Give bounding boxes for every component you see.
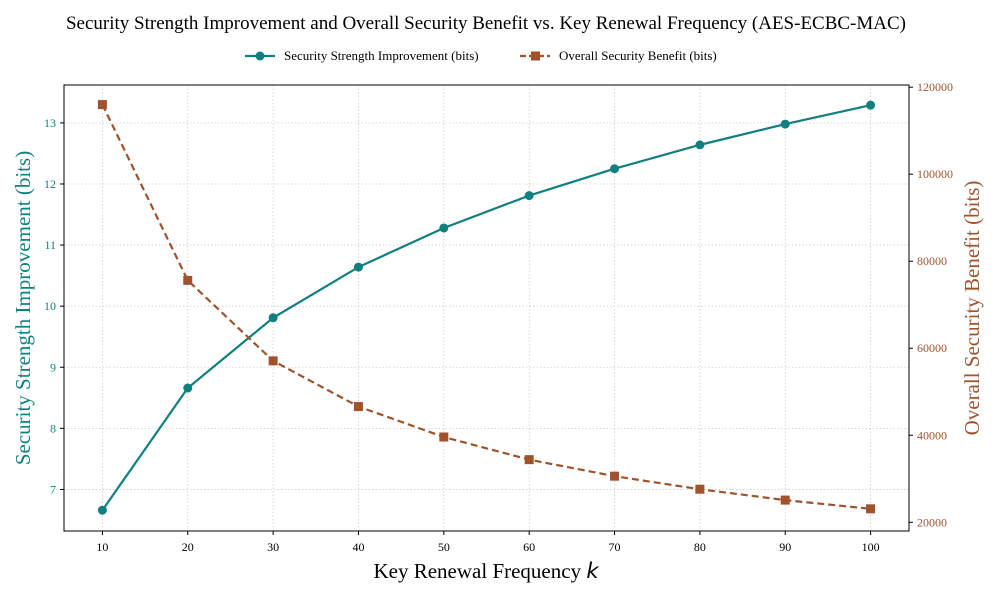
plot-frame — [63, 84, 910, 532]
x-tick-label: 10 — [96, 540, 108, 554]
data-point-benefit — [695, 484, 705, 494]
data-point-strength — [866, 100, 876, 110]
chart-title: Security Strength Improvement and Overal… — [66, 13, 906, 34]
y-right-tick-label: 100000 — [917, 167, 953, 181]
y-left-tick-label: 13 — [44, 116, 56, 130]
grid — [64, 85, 909, 531]
data-point-strength — [353, 262, 363, 272]
x-tick-label: 100 — [862, 540, 880, 554]
y-right-tick-label: 20000 — [917, 515, 947, 529]
data-point-benefit — [524, 455, 534, 465]
y-axis-left-label: Security Strength Improvement (bits) — [11, 151, 35, 465]
data-point-benefit — [780, 495, 790, 505]
data-point-strength — [268, 313, 278, 323]
y-left-tick-label: 7 — [50, 482, 56, 496]
series-lines — [101, 104, 871, 511]
x-tick-label: 90 — [779, 540, 791, 554]
legend-label-strength: Security Strength Improvement (bits) — [284, 48, 479, 63]
data-point-benefit — [866, 504, 876, 514]
data-point-benefit — [97, 100, 107, 110]
series-line-1 — [101, 104, 871, 510]
data-point-benefit — [268, 356, 278, 366]
y-left-tick-label: 8 — [50, 421, 56, 435]
data-point-benefit — [610, 471, 620, 481]
data-point-strength — [610, 164, 620, 174]
data-point-strength — [695, 140, 705, 150]
y-left-tick-label: 10 — [44, 299, 56, 313]
x-tick-label: 40 — [352, 540, 364, 554]
data-point-strength — [780, 119, 790, 129]
legend-marker-benefit — [531, 51, 540, 61]
x-axis-label: Key Renewal Frequency k — [373, 559, 599, 583]
x-tick-label: 60 — [523, 540, 535, 554]
y-axis-right: 20000 40000 60000 80000 100000 120000 — [909, 80, 953, 529]
legend: Security Strength Improvement (bits) Ove… — [245, 48, 717, 63]
x-tick-label: 30 — [267, 540, 279, 554]
series-line-0 — [101, 104, 871, 511]
y-right-tick-label: 120000 — [917, 80, 953, 94]
x-axis: 10 20 30 40 50 60 70 80 90 100 — [96, 531, 880, 554]
x-tick-label: 80 — [694, 540, 706, 554]
legend-label-benefit: Overall Security Benefit (bits) — [559, 48, 717, 63]
y-axis-right-label: Overall Security Benefit (bits) — [960, 181, 984, 436]
legend-marker-strength — [255, 51, 265, 61]
data-point-strength — [524, 191, 534, 201]
y-right-tick-label: 40000 — [917, 428, 947, 442]
data-point-benefit — [353, 402, 363, 412]
y-axis-left: 7 8 9 10 11 12 13 — [44, 116, 64, 496]
series-markers — [97, 100, 876, 515]
y-left-tick-label: 12 — [44, 177, 56, 191]
data-point-strength — [439, 223, 449, 233]
y-right-tick-label: 60000 — [917, 341, 947, 355]
data-point-strength — [97, 505, 107, 515]
x-tick-label: 70 — [609, 540, 621, 554]
y-left-tick-label: 11 — [44, 238, 56, 252]
data-point-benefit — [439, 432, 449, 442]
x-axis-label-text: Key Renewal Frequency — [373, 559, 586, 583]
x-axis-label-variable: k — [586, 559, 599, 583]
data-point-strength — [183, 383, 193, 393]
y-left-tick-label: 9 — [50, 360, 56, 374]
x-tick-label: 20 — [182, 540, 194, 554]
data-point-benefit — [183, 275, 193, 285]
y-right-tick-label: 80000 — [917, 254, 947, 268]
x-tick-label: 50 — [438, 540, 450, 554]
